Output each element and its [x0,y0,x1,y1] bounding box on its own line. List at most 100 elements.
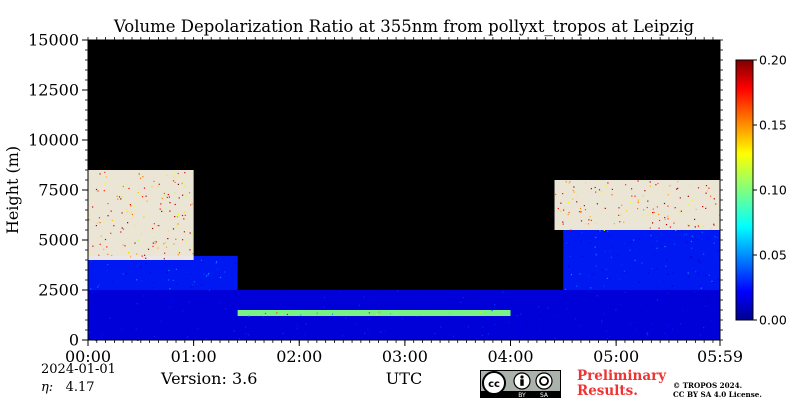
heatmap-speckle [592,273,594,276]
heatmap-speckle [713,242,715,244]
heatmap-speckle [667,273,669,275]
heatmap-speckle [190,286,192,288]
heatmap-speckle [697,225,699,227]
heatmap-speckle [325,294,327,296]
heatmap-speckle [221,293,223,295]
heatmap-speckle [316,312,318,314]
heatmap-speckle [650,246,652,248]
heatmap-speckle [560,210,562,212]
heatmap-speckle [167,230,169,232]
heatmap-speckle [691,256,693,258]
heatmap-speckle [554,337,556,339]
heatmap-speckle [711,280,713,282]
heatmap-speckle [120,303,122,305]
heatmap-speckle [218,301,221,304]
y-tick-label-0: 0 [69,331,79,350]
heatmap-speckle [558,322,560,324]
heatmap-speckle [140,280,142,282]
heatmap-speckle [573,191,575,193]
heatmap-speckle [121,304,123,306]
heatmap-speckle [143,216,145,218]
heatmap-speckle [153,180,155,182]
heatmap-speckle [185,195,187,197]
heatmap-speckle [311,307,314,309]
heatmap-speckle [98,217,101,219]
heatmap-speckle [691,199,694,201]
heatmap-speckle [130,205,132,207]
heatmap-speckle [599,230,601,232]
heatmap-speckle [508,321,510,323]
heatmap-speckle [679,197,681,199]
heatmap-speckle [140,266,142,268]
heatmap-speckle [136,303,138,305]
heatmap-speckle [163,243,165,245]
heatmap-speckle [96,222,98,224]
heatmap-speckle [716,293,718,295]
heatmap-speckle [224,271,226,273]
heatmap-speckle [624,241,627,244]
heatmap-speckle [169,288,171,290]
heatmap-speckle [687,224,689,226]
heatmap-speckle [567,201,570,203]
heatmap-speckle [158,225,160,227]
heatmap-speckle [225,308,227,310]
heatmap-speckle [348,294,350,296]
heatmap-speckle [246,319,248,321]
heatmap-speckle [217,268,219,270]
heatmap-speckle [133,225,136,227]
heatmap-speckle [262,316,264,318]
heatmap-speckle [174,181,176,183]
heatmap-speckle [164,252,166,254]
heatmap-speckle [697,272,699,274]
heatmap-speckle [89,331,91,333]
heatmap-speckle [687,271,689,273]
heatmap-speckle [113,225,115,227]
heatmap-speckle [98,284,100,286]
heatmap-speckle [619,221,621,223]
heatmap-speckle [482,327,484,329]
heatmap-speckle [579,325,581,327]
heatmap-speckle [161,321,163,323]
heatmap-speckle [169,210,171,212]
heatmap-speckle [617,254,619,256]
heatmap-speckle [132,216,134,218]
heatmap-speckle [694,226,696,228]
heatmap-speckle [689,256,692,258]
heatmap-speckle [428,327,430,329]
heatmap-speckle [244,326,247,328]
heatmap-speckle [535,324,537,327]
cc-icon [482,371,506,395]
heatmap-speckle [106,246,108,248]
heatmap-speckle [192,253,194,255]
heatmap-speckle [246,301,248,303]
heatmap-speckle [581,232,583,234]
heatmap-speckle [701,231,703,233]
heatmap-speckle [153,282,155,284]
heatmap-speckle [619,307,621,309]
heatmap-speckle [331,313,334,315]
x-tick-label-6: 05:59 [697,347,743,366]
heatmap-speckle [154,243,156,245]
heatmap-speckle [358,304,360,306]
heatmap-speckle [382,290,384,292]
heatmap-speckle [413,298,415,300]
eta-symbol: η: [41,380,54,395]
heatmap-speckle [624,291,626,293]
heatmap-speckle [706,190,709,192]
heatmap-speckle [581,255,583,257]
heatmap-speckle [635,248,637,250]
heatmap-speckle [139,174,141,176]
heatmap-speckle [183,211,185,213]
heatmap-speckle [216,261,218,263]
heatmap-speckle [680,210,682,212]
heatmap-speckle [584,209,587,211]
heatmap-speckle [664,217,666,219]
heatmap-speckle [666,259,668,261]
heatmap-speckle [462,296,464,299]
heatmap-speckle [663,202,666,205]
heatmap-speckle [163,211,165,213]
heatmap-speckle [431,324,433,326]
heatmap-speckle [339,291,341,293]
heatmap-speckle [182,181,184,183]
heatmap-speckle [641,215,643,217]
